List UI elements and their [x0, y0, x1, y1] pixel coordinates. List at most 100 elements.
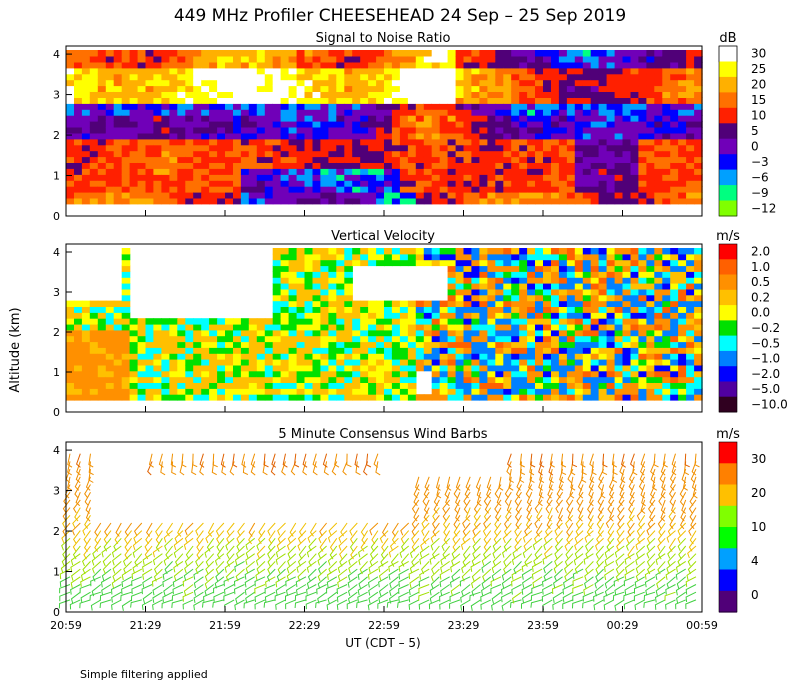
- heatmap-cell: [527, 370, 536, 378]
- heatmap-cell: [558, 91, 568, 98]
- wind-barb: [74, 507, 81, 522]
- heatmap-cell: [503, 294, 512, 302]
- wind-barb: [367, 599, 379, 611]
- heatmap-cell: [614, 312, 624, 319]
- heatmap-cell: [598, 259, 608, 267]
- heatmap-cell: [630, 382, 640, 389]
- heatmap-cell: [646, 253, 655, 261]
- heatmap-cell: [558, 370, 568, 378]
- heatmap-cell: [678, 318, 687, 325]
- heatmap-cell: [280, 192, 290, 199]
- heatmap-cell: [670, 388, 679, 395]
- heatmap-cell: [447, 168, 457, 175]
- heatmap-cell: [654, 150, 663, 158]
- heatmap-cell: [590, 248, 600, 255]
- heatmap-cell: [66, 103, 75, 110]
- wind-barb: [103, 530, 112, 544]
- heatmap-cell: [574, 97, 584, 104]
- heatmap-cell: [66, 318, 75, 325]
- heatmap-cell: [312, 156, 322, 163]
- heatmap-cell: [264, 144, 274, 152]
- heatmap-cell: [384, 376, 393, 383]
- heatmap-cell: [344, 283, 353, 290]
- heatmap-cell: [185, 109, 194, 116]
- heatmap-cell: [280, 253, 290, 261]
- heatmap-cell: [519, 329, 528, 337]
- heatmap-cell: [264, 127, 274, 134]
- heatmap-cell: [391, 174, 401, 181]
- heatmap-cell: [256, 180, 266, 187]
- heatmap-cell: [217, 341, 226, 348]
- heatmap-cell: [646, 150, 655, 158]
- heatmap-cell: [535, 312, 544, 319]
- heatmap-cell: [328, 259, 337, 267]
- heatmap-cell: [535, 138, 544, 146]
- heatmap-cell: [169, 115, 178, 122]
- wind-barb: [399, 545, 410, 558]
- heatmap-cell: [201, 73, 210, 81]
- heatmap-cell: [97, 364, 107, 372]
- heatmap-cell: [582, 294, 592, 302]
- wind-barb: [472, 522, 481, 536]
- heatmap-cell: [479, 294, 488, 302]
- heatmap-cell: [296, 150, 306, 158]
- heatmap-cell: [630, 364, 640, 372]
- heatmap-cell: [551, 103, 560, 110]
- heatmap-cell: [590, 73, 600, 81]
- heatmap-cell: [256, 156, 266, 163]
- heatmap-cell: [447, 162, 457, 169]
- heatmap-cell: [256, 91, 266, 98]
- heatmap-cell: [328, 97, 337, 104]
- heatmap-cell: [201, 382, 210, 389]
- heatmap-cell: [240, 138, 250, 146]
- heatmap-cell: [304, 324, 314, 331]
- wind-barb: [152, 599, 163, 610]
- heatmap-cell: [407, 347, 417, 354]
- heatmap-cell: [312, 312, 322, 319]
- heatmap-cell: [256, 318, 266, 325]
- heatmap-cell: [471, 259, 480, 267]
- heatmap-cell: [455, 288, 465, 296]
- heatmap-cell: [431, 253, 441, 261]
- heatmap-cell: [503, 61, 512, 69]
- heatmap-cell: [590, 300, 600, 307]
- heatmap-cell: [423, 132, 433, 140]
- heatmap-cell: [145, 192, 155, 199]
- heatmap-cell: [455, 347, 465, 354]
- heatmap-cell: [113, 370, 123, 378]
- heatmap-cell: [686, 115, 695, 122]
- wind-barb: [665, 584, 676, 595]
- heatmap-cell: [376, 347, 385, 354]
- wind-barb: [276, 537, 286, 551]
- y-tick-label: 1: [53, 366, 60, 379]
- heatmap-cell: [272, 103, 282, 110]
- heatmap-cell: [193, 329, 202, 337]
- heatmap-cell: [344, 312, 353, 319]
- heatmap-cell: [463, 259, 473, 267]
- heatmap-cell: [177, 359, 186, 366]
- heatmap-cell: [694, 156, 703, 163]
- heatmap-cell: [264, 168, 274, 175]
- heatmap-cell: [248, 335, 258, 343]
- y-tick-label: 4: [53, 444, 60, 457]
- heatmap-cell: [686, 121, 695, 128]
- heatmap-cell: [606, 150, 616, 158]
- heatmap-cell: [97, 150, 107, 158]
- heatmap-cell: [574, 382, 584, 389]
- heatmap-cell: [694, 353, 703, 360]
- heatmap-cell: [670, 394, 679, 401]
- wind-barb: [480, 591, 492, 602]
- wind-barb: [391, 530, 399, 545]
- heatmap-cell: [344, 162, 353, 169]
- wind-barb: [132, 561, 143, 573]
- heatmap-cell: [503, 259, 512, 267]
- heatmap-cell: [304, 91, 314, 98]
- heatmap-cell: [360, 248, 369, 255]
- heatmap-cell: [455, 180, 465, 187]
- heatmap-cell: [344, 335, 353, 343]
- heatmap-cell: [376, 192, 385, 199]
- heatmap-cell: [264, 97, 274, 104]
- heatmap-cell: [670, 50, 679, 57]
- wind-barb: [530, 453, 536, 468]
- heatmap-cell: [217, 109, 226, 116]
